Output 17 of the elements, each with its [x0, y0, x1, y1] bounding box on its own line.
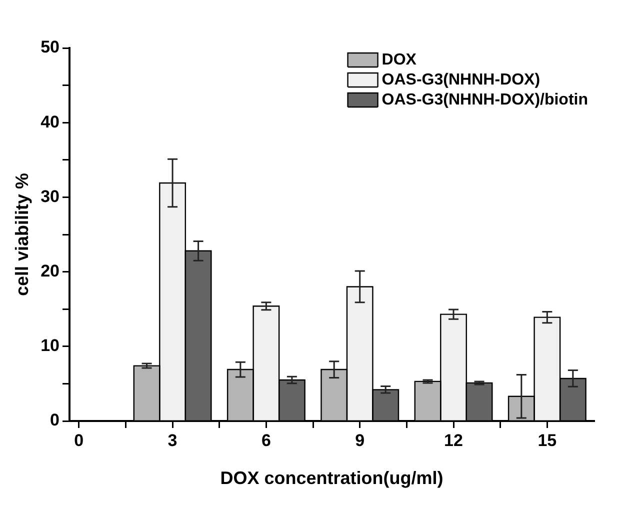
x-tick-label: 3	[168, 430, 178, 450]
x-tick-label: 12	[444, 430, 463, 450]
x-tick-label: 6	[261, 430, 271, 450]
y-tick-label: 20	[40, 261, 60, 280]
legend-label: OAS-G3(NHNH-DOX)/biotin	[382, 91, 588, 108]
y-tick-label: 30	[40, 186, 60, 206]
x-axis-title: DOX concentration(ug/ml)	[220, 468, 444, 488]
y-tick-label: 10	[40, 336, 60, 356]
y-axis-title: cell viability %	[12, 172, 32, 296]
y-tick-label: 40	[40, 112, 60, 132]
x-tick-label: 9	[355, 430, 365, 450]
x-tick-label: 15	[538, 430, 557, 450]
legend-label: DOX	[382, 51, 417, 68]
y-tick-label: 0	[50, 410, 60, 430]
x-tick-label: 0	[74, 430, 84, 450]
legend-label: OAS-G3(NHNH-DOX)	[382, 71, 540, 88]
y-tick-label: 50	[40, 38, 60, 57]
